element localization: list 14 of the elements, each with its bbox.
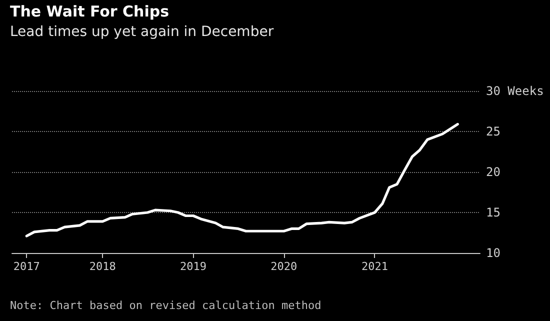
y-tick-label: 30 Weeks xyxy=(486,84,544,98)
y-tick-label: 25 xyxy=(486,124,500,138)
y-tick-label: 20 xyxy=(486,165,500,179)
x-tick-label: 2019 xyxy=(180,260,206,273)
y-tick-label: 10 xyxy=(486,246,500,260)
y-tick-label: 15 xyxy=(486,206,500,220)
chart-title: The Wait For Chips xyxy=(10,2,170,20)
x-tick-label: 2021 xyxy=(361,260,388,273)
x-tick-label: 2018 xyxy=(89,260,116,273)
x-tick-label: 2020 xyxy=(270,260,298,273)
chart-subtitle: Lead times up yet again in December xyxy=(10,24,274,40)
line-series xyxy=(25,122,459,238)
x-tick-label: 2017 xyxy=(13,260,40,273)
text: Note: Chart based on revised calculation method xyxy=(10,299,322,312)
